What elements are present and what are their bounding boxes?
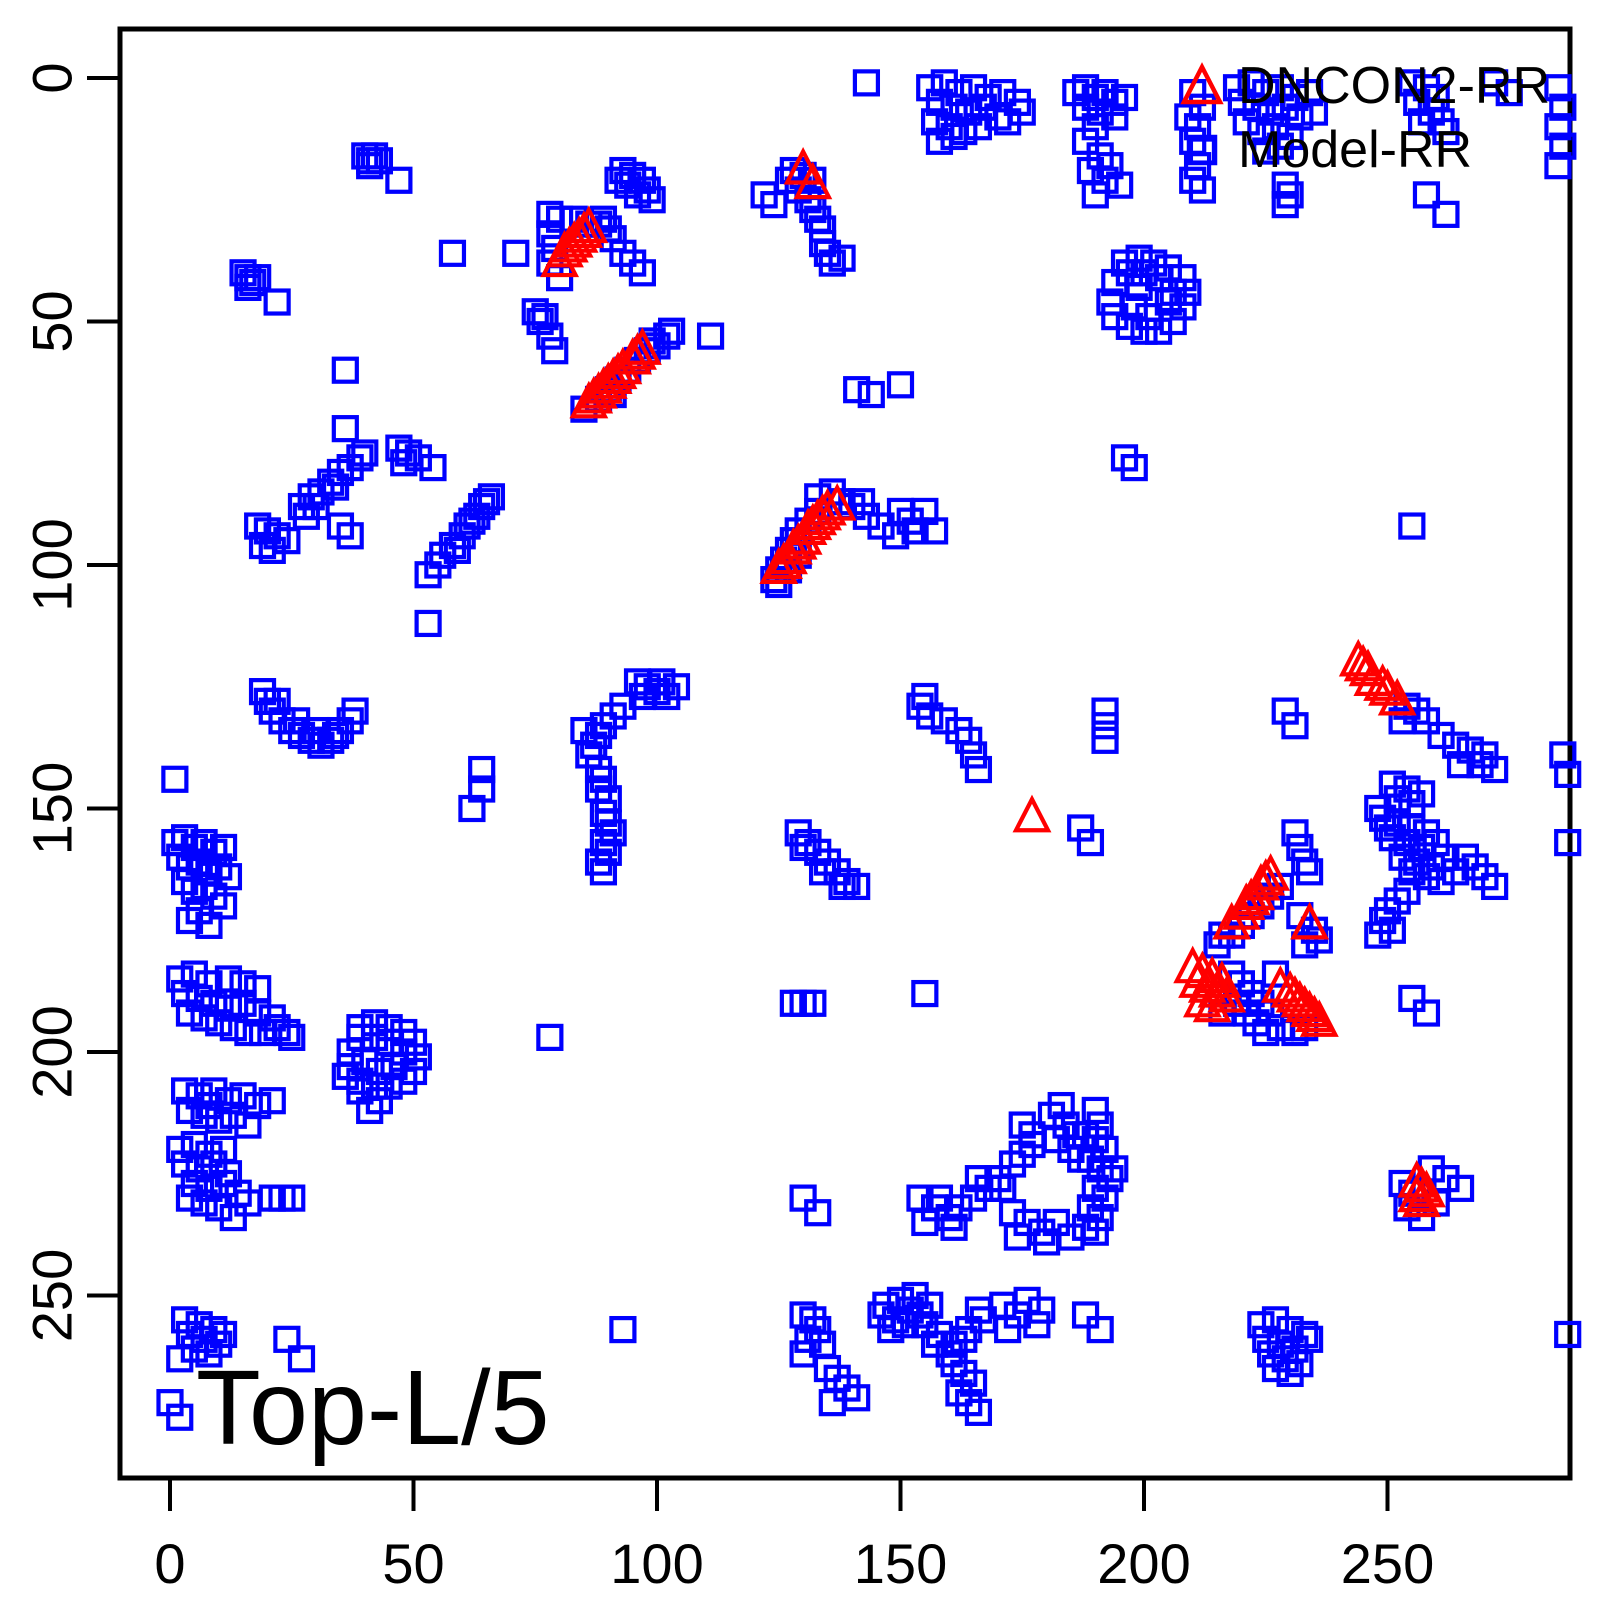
legend-item-model-rr: Model-RR — [1176, 120, 1550, 180]
svg-text:100: 100 — [610, 1532, 703, 1595]
dncon2-rr-points — [540, 146, 1446, 1218]
svg-text:200: 200 — [1097, 1532, 1190, 1595]
y-axis-tick-labels: 0 50 100 150 200 250 — [21, 62, 84, 1342]
y-axis-ticks — [87, 76, 120, 1298]
x-axis-tick-labels: 0 50 100 150 200 250 — [154, 1532, 1434, 1595]
legend-label-dncon2-rr: DNCON2-RR — [1238, 57, 1550, 115]
legend-label-model-rr: Model-RR — [1238, 121, 1473, 179]
corner-annotation: Top-L/5 — [196, 1349, 550, 1467]
svg-text:0: 0 — [154, 1532, 185, 1595]
svg-text:100: 100 — [21, 518, 84, 611]
svg-text:50: 50 — [21, 290, 84, 352]
svg-text:250: 250 — [1341, 1532, 1434, 1595]
svg-text:150: 150 — [854, 1532, 947, 1595]
svg-text:50: 50 — [382, 1532, 444, 1595]
svg-text:200: 200 — [21, 1005, 84, 1098]
svg-text:250: 250 — [21, 1249, 84, 1342]
model-rr-points — [156, 69, 1582, 1431]
legend-item-dncon2-rr: DNCON2-RR — [1176, 56, 1550, 116]
svg-text:0: 0 — [21, 62, 84, 93]
plot-border — [117, 26, 1573, 1481]
triangle-marker-icon — [1180, 62, 1224, 105]
square-marker-icon — [1186, 134, 1218, 166]
x-axis-ticks — [168, 1478, 1390, 1511]
svg-text:150: 150 — [21, 762, 84, 855]
legend: DNCON2-RR Model-RR — [1176, 56, 1550, 180]
